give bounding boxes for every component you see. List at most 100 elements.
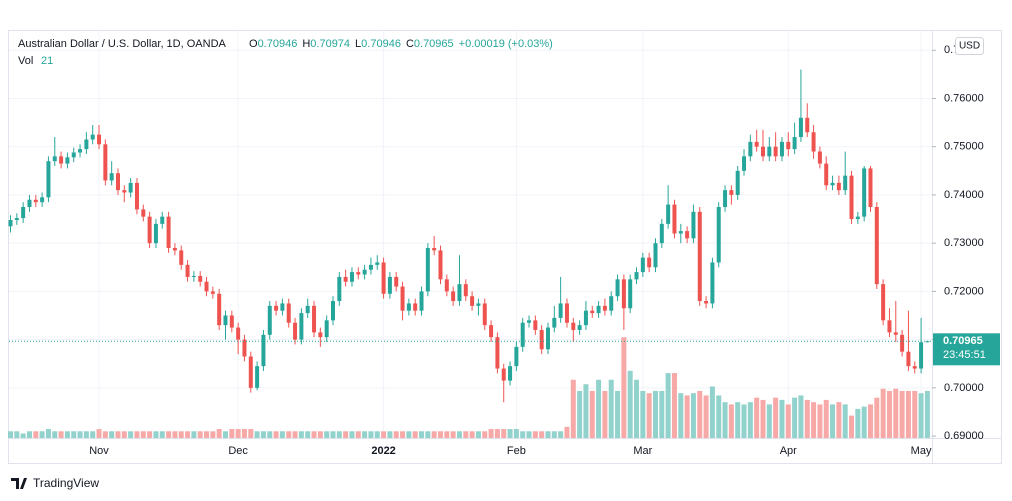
candle-body bbox=[590, 310, 595, 314]
candle-body bbox=[299, 313, 304, 340]
ohlc-value: 0.70965 bbox=[414, 38, 454, 50]
candle-body bbox=[874, 206, 879, 285]
candle-body bbox=[267, 305, 272, 335]
volume-bar bbox=[785, 404, 791, 438]
candle-body bbox=[419, 291, 424, 311]
candle-body bbox=[868, 168, 873, 207]
volume-bar bbox=[520, 431, 526, 438]
candle-body bbox=[716, 206, 721, 263]
candle-body bbox=[881, 284, 886, 321]
candle-body bbox=[836, 182, 841, 191]
volume-bar bbox=[216, 429, 222, 438]
candle-body bbox=[798, 117, 803, 138]
volume-bar bbox=[185, 431, 191, 438]
volume-bar bbox=[368, 431, 374, 438]
volume-bar bbox=[760, 399, 766, 438]
volume-bar bbox=[602, 390, 608, 438]
candle-body bbox=[919, 342, 924, 369]
volume-bar bbox=[128, 431, 134, 438]
volume-bar bbox=[210, 431, 216, 438]
volume-bar bbox=[539, 431, 545, 438]
candle-body bbox=[805, 117, 810, 133]
ohlc-label: O bbox=[249, 38, 258, 50]
candle-body bbox=[552, 317, 557, 328]
candle-body bbox=[318, 332, 323, 338]
candle-body bbox=[685, 231, 690, 239]
candle-body bbox=[710, 262, 715, 304]
candle-body bbox=[71, 152, 76, 158]
volume-bar bbox=[811, 402, 817, 438]
volume-bar bbox=[678, 393, 684, 438]
candle-body bbox=[729, 190, 734, 195]
volume-bar bbox=[640, 390, 646, 438]
volume-bar bbox=[191, 431, 197, 438]
volume-bar bbox=[147, 431, 153, 438]
candle-body bbox=[786, 141, 791, 150]
volume-bar bbox=[532, 431, 538, 438]
volume-bar bbox=[558, 431, 564, 438]
candle-body bbox=[413, 303, 418, 311]
candle-body bbox=[520, 322, 525, 347]
candle-body bbox=[172, 247, 177, 251]
candle-body bbox=[381, 262, 386, 294]
volume-bar bbox=[880, 388, 886, 438]
candle-body bbox=[817, 151, 822, 164]
volume-bar bbox=[311, 431, 317, 438]
volume-bar bbox=[204, 431, 210, 438]
candle-body bbox=[324, 320, 329, 338]
volume-bar bbox=[45, 429, 51, 438]
candle-body bbox=[375, 262, 380, 265]
volume-bar bbox=[747, 402, 753, 438]
volume-bar bbox=[71, 431, 77, 438]
volume-bar bbox=[64, 431, 70, 438]
x-tick-label: Feb bbox=[507, 445, 526, 457]
volume-bar bbox=[463, 431, 469, 438]
candle-body bbox=[678, 231, 683, 234]
candle-body bbox=[849, 175, 854, 220]
candle-body bbox=[147, 216, 152, 244]
candle-body bbox=[887, 320, 892, 333]
volume-bar bbox=[387, 431, 393, 438]
candle-body bbox=[779, 141, 784, 157]
volume-bar bbox=[178, 431, 184, 438]
volume-bar bbox=[665, 373, 671, 438]
candle-body bbox=[508, 366, 513, 381]
volume-bar bbox=[343, 431, 349, 438]
candle-body bbox=[792, 137, 797, 150]
volume-bar bbox=[241, 429, 247, 438]
candle-body bbox=[527, 320, 532, 323]
volume-bar bbox=[652, 390, 658, 438]
volume-bar bbox=[577, 390, 583, 438]
candle-body bbox=[628, 279, 633, 309]
candle-body bbox=[349, 272, 354, 282]
volume-value: 21 bbox=[41, 55, 53, 67]
y-tick-label: 0.73000 bbox=[944, 237, 984, 249]
candle-body bbox=[634, 272, 639, 280]
volume-bar bbox=[722, 402, 728, 438]
candle-body bbox=[602, 305, 607, 311]
volume-bar bbox=[494, 429, 500, 438]
volume-bar bbox=[8, 431, 13, 438]
change: +0.00019 (+0.03%) bbox=[459, 38, 553, 50]
candle-body bbox=[368, 264, 373, 270]
volume-bar bbox=[456, 431, 462, 438]
candle-body bbox=[742, 156, 747, 171]
volume-bar bbox=[709, 386, 715, 438]
candle-body bbox=[672, 204, 677, 234]
candle-body bbox=[906, 351, 911, 367]
volume-bar bbox=[735, 402, 741, 438]
candle-body bbox=[179, 250, 184, 265]
volume-bar bbox=[381, 431, 387, 438]
volume-bar bbox=[324, 431, 330, 438]
volume-bar bbox=[336, 431, 342, 438]
volume-bar bbox=[172, 431, 178, 438]
volume-bar bbox=[634, 379, 640, 438]
volume-bar bbox=[924, 390, 930, 438]
volume-bar bbox=[855, 408, 861, 438]
volume-bar bbox=[362, 431, 368, 438]
candle-body bbox=[596, 305, 601, 314]
candle-body bbox=[109, 173, 114, 181]
y-tick-label: 0.69000 bbox=[944, 430, 984, 442]
candle-body bbox=[653, 243, 658, 268]
